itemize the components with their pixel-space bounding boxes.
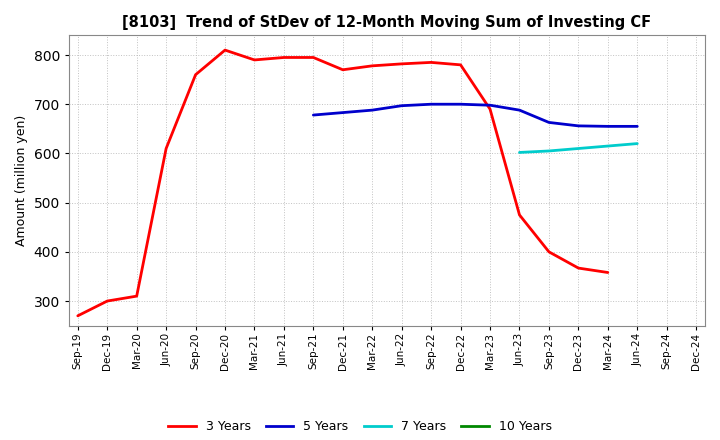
3 Years: [192, 72, 200, 77]
3 Years: [574, 265, 582, 271]
Line: 7 Years: 7 Years: [520, 143, 637, 152]
5 Years: [603, 124, 612, 129]
3 Years: [279, 55, 288, 60]
3 Years: [250, 57, 258, 62]
7 Years: [544, 148, 553, 154]
3 Years: [73, 313, 82, 319]
5 Years: [309, 112, 318, 117]
5 Years: [516, 107, 524, 113]
Y-axis label: Amount (million yen): Amount (million yen): [15, 115, 28, 246]
3 Years: [427, 60, 436, 65]
3 Years: [103, 298, 112, 304]
7 Years: [516, 150, 524, 155]
5 Years: [486, 103, 495, 108]
3 Years: [338, 67, 347, 73]
3 Years: [368, 63, 377, 69]
3 Years: [603, 270, 612, 275]
3 Years: [309, 55, 318, 60]
5 Years: [427, 102, 436, 107]
5 Years: [338, 110, 347, 115]
3 Years: [516, 212, 524, 217]
5 Years: [544, 120, 553, 125]
Legend: 3 Years, 5 Years, 7 Years, 10 Years: 3 Years, 5 Years, 7 Years, 10 Years: [163, 415, 557, 438]
5 Years: [633, 124, 642, 129]
3 Years: [486, 106, 495, 112]
3 Years: [132, 293, 141, 299]
5 Years: [397, 103, 406, 108]
5 Years: [456, 102, 465, 107]
3 Years: [221, 48, 230, 53]
Title: [8103]  Trend of StDev of 12-Month Moving Sum of Investing CF: [8103] Trend of StDev of 12-Month Moving…: [122, 15, 652, 30]
3 Years: [397, 61, 406, 66]
7 Years: [574, 146, 582, 151]
3 Years: [162, 146, 171, 151]
7 Years: [633, 141, 642, 146]
3 Years: [456, 62, 465, 67]
3 Years: [544, 249, 553, 254]
Line: 3 Years: 3 Years: [78, 50, 608, 316]
5 Years: [574, 123, 582, 128]
7 Years: [603, 143, 612, 149]
Line: 5 Years: 5 Years: [313, 104, 637, 126]
5 Years: [368, 107, 377, 113]
